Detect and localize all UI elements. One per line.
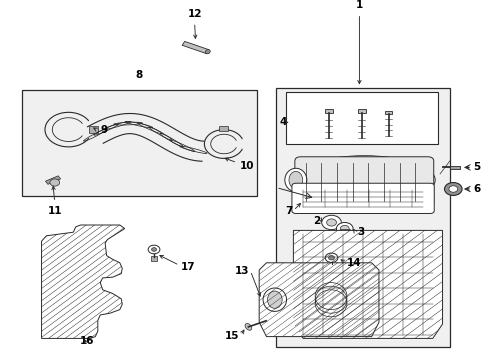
Text: 9: 9 <box>100 125 107 135</box>
Bar <box>22 90 256 196</box>
Circle shape <box>50 179 60 186</box>
Ellipse shape <box>267 291 282 308</box>
Ellipse shape <box>244 324 251 330</box>
Bar <box>339 229 349 238</box>
Ellipse shape <box>263 288 286 311</box>
Bar <box>45 176 61 184</box>
Bar <box>449 166 459 169</box>
Circle shape <box>448 186 457 192</box>
Polygon shape <box>259 263 378 337</box>
Bar <box>276 88 449 347</box>
Text: 17: 17 <box>181 262 195 272</box>
Text: 4: 4 <box>279 117 286 127</box>
Text: 14: 14 <box>346 258 361 268</box>
Text: 15: 15 <box>224 330 239 341</box>
Circle shape <box>336 222 352 235</box>
Text: 16: 16 <box>80 336 94 346</box>
Ellipse shape <box>288 171 302 189</box>
Bar <box>357 109 365 113</box>
Text: 6: 6 <box>472 184 480 194</box>
Text: 1: 1 <box>355 0 362 10</box>
FancyBboxPatch shape <box>294 157 433 207</box>
Text: 3: 3 <box>356 227 364 237</box>
Polygon shape <box>293 230 442 338</box>
Circle shape <box>148 245 160 254</box>
Circle shape <box>321 215 341 230</box>
Text: 10: 10 <box>239 161 254 171</box>
Bar <box>285 92 437 144</box>
Circle shape <box>328 256 334 260</box>
Bar <box>324 109 332 113</box>
Ellipse shape <box>284 168 306 192</box>
Text: 5: 5 <box>472 162 480 172</box>
Circle shape <box>325 253 337 262</box>
FancyBboxPatch shape <box>291 183 433 213</box>
Text: 2: 2 <box>312 216 320 226</box>
Polygon shape <box>41 225 124 338</box>
Bar <box>151 256 157 261</box>
Text: 11: 11 <box>47 206 62 216</box>
Ellipse shape <box>293 156 434 204</box>
Ellipse shape <box>205 50 210 54</box>
Polygon shape <box>182 41 208 54</box>
Bar <box>219 126 227 131</box>
Circle shape <box>326 219 336 226</box>
Text: 12: 12 <box>187 9 202 19</box>
Text: 8: 8 <box>136 70 142 80</box>
Text: 7: 7 <box>285 206 292 216</box>
Circle shape <box>444 183 461 195</box>
Text: 13: 13 <box>234 266 249 276</box>
Bar <box>89 126 98 133</box>
Bar <box>385 111 391 114</box>
Circle shape <box>340 225 348 232</box>
Circle shape <box>151 248 156 251</box>
